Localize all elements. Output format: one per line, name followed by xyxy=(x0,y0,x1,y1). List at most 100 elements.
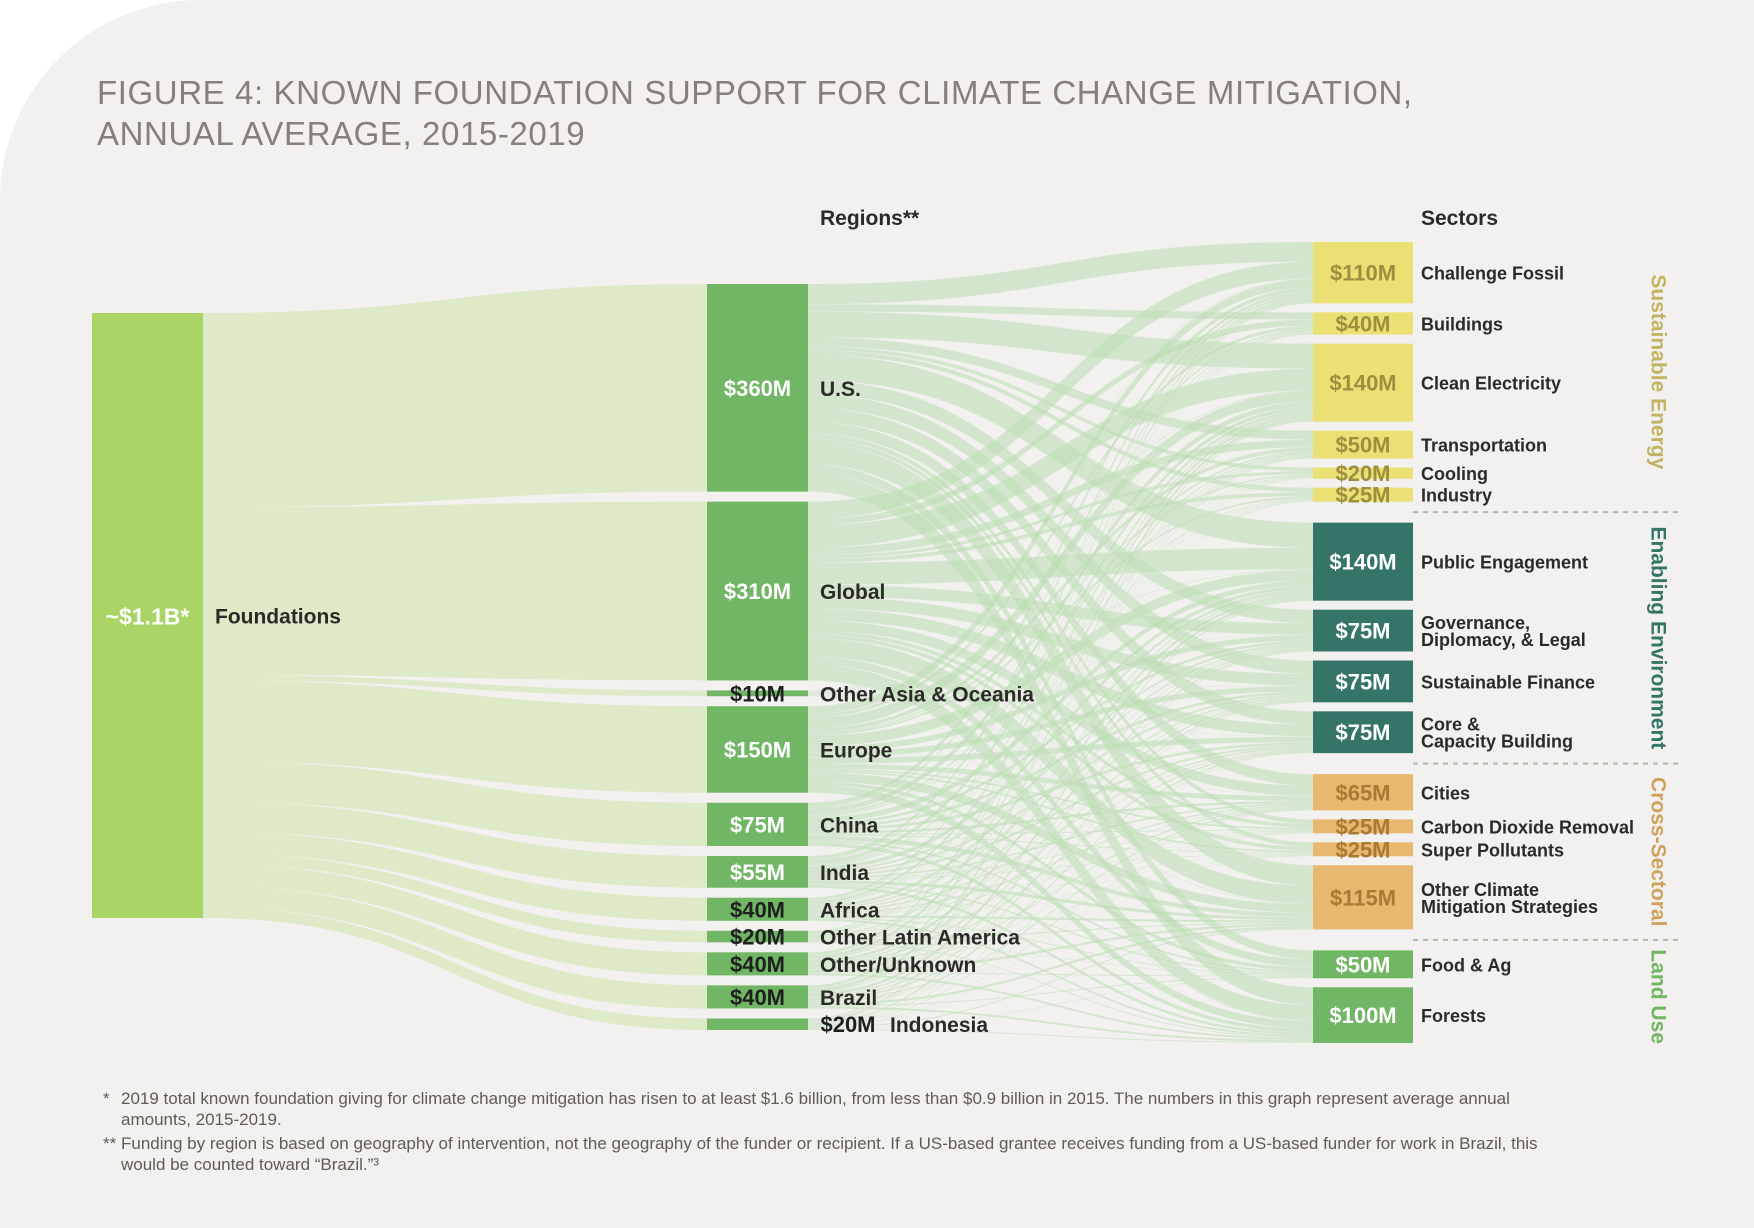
sectors-header: Sectors xyxy=(1421,207,1498,230)
group-label-enabling-environment: Enabling Environment xyxy=(1646,526,1669,749)
region-value-other-unknown: $40M xyxy=(730,952,785,977)
footnote-1-text: 2019 total known foundation giving for c… xyxy=(121,1089,1510,1129)
sector-bar-sustainable-finance xyxy=(1313,660,1413,703)
region-name-europe: Europe xyxy=(820,739,892,762)
region-name-u-s: U.S. xyxy=(820,378,861,401)
flow-foundations-u-s xyxy=(203,284,707,508)
flow-indonesia-to-carbon-dioxide-removal xyxy=(807,832,1314,1028)
sector-value-super-pollutants: $25M xyxy=(1335,837,1390,862)
flow-indonesia-to-cooling xyxy=(807,478,1314,1023)
foundations-value-label: ~$1.1B* xyxy=(106,604,190,630)
region-name-india: India xyxy=(820,862,869,885)
sector-name-cooling: Cooling xyxy=(1421,464,1488,484)
group-label-land-use: Land Use xyxy=(1646,949,1669,1044)
labels: ~$1.1B* Foundations Regions** Sectors $360M U… xyxy=(106,207,1670,1044)
flow-foundations-africa xyxy=(203,831,707,921)
region-value-indonesia: $20M xyxy=(820,1012,875,1037)
sector-value-cooling: $20M xyxy=(1335,461,1390,486)
sector-name-clean-electricity: Clean Electricity xyxy=(1421,374,1561,394)
flow-indonesia-to-core-and-capacity-building xyxy=(807,752,1314,1027)
sector-bar-cities xyxy=(1313,774,1413,811)
sector-value-public-engagement: $140M xyxy=(1329,550,1396,575)
sector-value-industry: $25M xyxy=(1335,483,1390,508)
footnote-1-mark: * xyxy=(103,1089,110,1108)
flow-indonesia-to-transportation xyxy=(807,457,1314,1023)
region-value-brazil: $40M xyxy=(730,985,785,1010)
figure-title: FIGURE 4: KNOWN FOUNDATION SUPPORT FOR C… xyxy=(97,72,1413,154)
region-bar-europe xyxy=(707,706,808,793)
sector-bar-carbon-dioxide-removal xyxy=(1313,819,1413,834)
figure-title-line-2: ANNUAL AVERAGE, 2015-2019 xyxy=(97,115,586,152)
sector-name-other-climate-mitigation-strategies-line-1: Other Climate xyxy=(1421,880,1539,900)
flow-foundations-china xyxy=(203,761,707,846)
sector-value-transportation: $50M xyxy=(1335,433,1390,458)
flow-foundations-indonesia xyxy=(203,907,707,1030)
sector-name-core-and-capacity-building-line-1: Core & xyxy=(1421,715,1480,735)
region-bar-global xyxy=(707,501,808,681)
flow-other-latin-america-to-clean-electricity xyxy=(807,413,1314,934)
sector-value-forests: $100M xyxy=(1329,1003,1396,1028)
sector-bar-cooling xyxy=(1313,467,1413,479)
group-label-cross-sectoral: Cross-Sectoral xyxy=(1646,777,1669,926)
flow-foundations-india xyxy=(203,801,707,888)
sector-name-forests: Forests xyxy=(1421,1006,1486,1026)
sector-bar-core-and-capacity-building xyxy=(1313,711,1413,754)
group-dividers xyxy=(1413,511,1678,941)
flow-foundations-other-asia-and-oceania xyxy=(203,674,707,697)
sector-name-core-and-capacity-building-line-2: Capacity Building xyxy=(1421,732,1573,752)
sector-value-sustainable-finance: $75M xyxy=(1335,669,1390,694)
region-bar-africa xyxy=(707,897,808,921)
sector-value-clean-electricity: $140M xyxy=(1329,371,1396,396)
footnote-2-text: Funding by region is based on geography … xyxy=(121,1134,1538,1174)
region-value-africa: $40M xyxy=(730,897,785,922)
region-name-other-unknown: Other/Unknown xyxy=(820,954,976,977)
sector-bar-governance-diplomacy-and-legal xyxy=(1313,609,1413,652)
region-bar-china xyxy=(707,802,808,846)
region-bar-u-s xyxy=(707,284,808,492)
region-bar-other-latin-america xyxy=(707,930,808,943)
nodes xyxy=(92,242,1413,1043)
figure-title-line-1: FIGURE 4: KNOWN FOUNDATION SUPPORT FOR C… xyxy=(97,74,1413,111)
regions-header: Regions** xyxy=(820,207,920,230)
sector-name-governance-diplomacy-and-legal-line-1: Governance, xyxy=(1421,613,1530,633)
region-name-other-asia-and-oceania: Other Asia & Oceania xyxy=(820,683,1034,706)
flow-foundations-brazil xyxy=(203,885,707,1009)
region-bar-brazil xyxy=(707,985,808,1009)
sector-bar-forests xyxy=(1313,987,1413,1043)
region-bar-indonesia xyxy=(707,1018,808,1030)
region-bar-other-asia-and-oceania xyxy=(707,690,808,697)
region-sector-flows xyxy=(807,241,1314,1044)
sector-value-challenge-fossil: $110M xyxy=(1330,261,1396,286)
foundations-name-label: Foundations xyxy=(215,606,341,629)
region-value-other-asia-and-oceania: $10M xyxy=(730,681,785,706)
footnote-2-mark: ** xyxy=(103,1134,117,1153)
sector-name-buildings: Buildings xyxy=(1421,314,1503,334)
sector-value-food-and-ag: $50M xyxy=(1335,952,1390,977)
sector-name-super-pollutants: Super Pollutants xyxy=(1421,840,1564,860)
flow-foundations-other-latin-america xyxy=(203,853,707,943)
sector-name-carbon-dioxide-removal: Carbon Dioxide Removal xyxy=(1421,817,1634,837)
region-name-global: Global xyxy=(820,581,885,604)
flow-foundations-other-unknown xyxy=(203,863,707,976)
sector-bar-transportation xyxy=(1313,430,1413,459)
sector-value-other-climate-mitigation-strategies: $115M xyxy=(1330,885,1396,910)
sector-bar-clean-electricity xyxy=(1313,343,1413,422)
flow-indonesia-to-cities xyxy=(807,809,1314,1027)
sector-value-carbon-dioxide-removal: $25M xyxy=(1335,814,1390,839)
region-bar-india xyxy=(707,855,808,888)
sector-name-public-engagement: Public Engagement xyxy=(1421,553,1588,573)
sector-value-cities: $65M xyxy=(1335,780,1390,805)
flow-indonesia-to-other-climate-mitigation-strategies xyxy=(807,928,1314,1029)
footnote-1: * 2019 total known foundation giving for… xyxy=(103,1088,1583,1130)
region-name-china: China xyxy=(820,814,879,837)
region-value-other-latin-america: $20M xyxy=(730,925,785,950)
sector-name-cities: Cities xyxy=(1421,783,1470,803)
sector-bar-challenge-fossil xyxy=(1313,242,1413,304)
region-name-other-latin-america: Other Latin America xyxy=(820,927,1020,950)
source-region-flows xyxy=(203,284,707,1030)
flow-indonesia-to-food-and-ag xyxy=(807,977,1314,1030)
sector-name-transportation: Transportation xyxy=(1421,436,1547,456)
flow-foundations-europe xyxy=(203,680,707,793)
